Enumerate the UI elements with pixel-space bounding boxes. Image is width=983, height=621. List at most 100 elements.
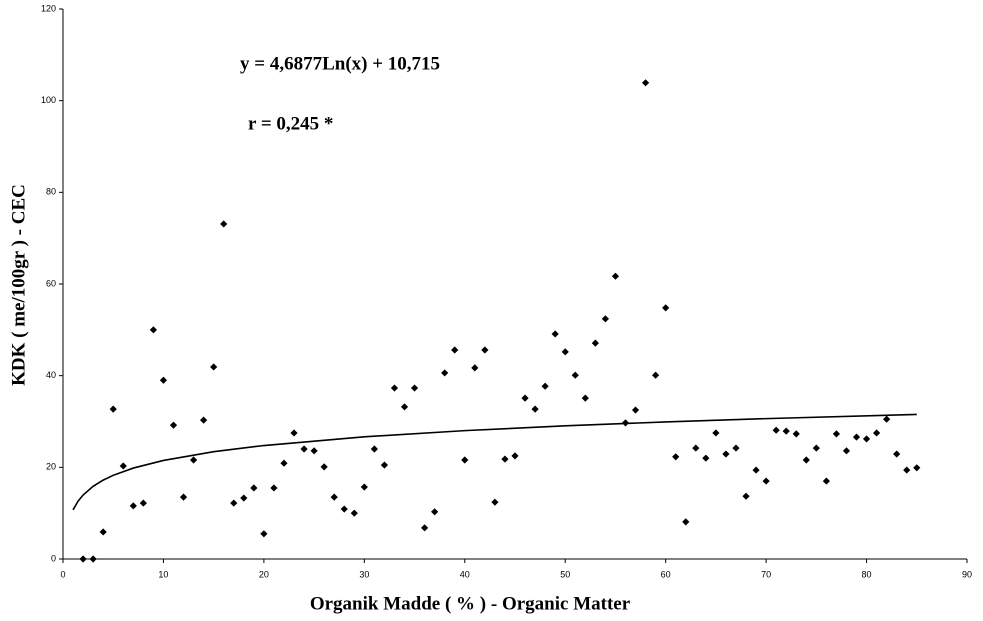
point [220,220,228,228]
point [812,444,820,452]
correlation: r = 0,245 * [248,113,333,134]
point [591,339,599,347]
point [722,450,730,458]
point [169,421,178,429]
point [782,427,790,435]
point [511,452,519,460]
x-tick-label: 50 [560,569,570,579]
point [491,498,499,506]
point [129,502,137,510]
x-tick-label: 0 [60,569,65,579]
point [320,463,328,471]
point [280,459,288,467]
point [340,505,348,513]
point [370,445,378,453]
point [300,445,308,453]
point [189,456,198,464]
point [431,508,439,516]
point [350,509,358,517]
point [421,524,429,532]
point [621,419,630,427]
point [852,433,861,441]
point [541,382,549,390]
point [873,429,881,437]
point [400,403,409,411]
point [742,492,750,500]
y-tick-label: 20 [46,462,56,472]
point [310,447,318,455]
point [762,477,770,485]
x-tick-label: 80 [862,569,872,579]
x-tick-label: 10 [158,569,168,579]
y-tick-label: 80 [46,187,56,197]
point [531,405,539,413]
trend-line [72,413,917,511]
point [230,499,238,507]
point [702,454,710,462]
point [501,455,509,463]
point [210,363,218,371]
point [179,493,188,501]
point [380,461,389,469]
point [290,429,298,437]
point [99,528,107,536]
point [471,364,479,372]
point [662,304,670,312]
point [802,456,810,464]
x-tick-label: 90 [962,569,972,579]
point [521,394,529,402]
point [390,384,399,392]
point [481,346,489,354]
point [330,493,338,501]
point [893,450,901,458]
x-tick-label: 20 [259,569,269,579]
x-tick-label: 30 [359,569,369,579]
point [862,435,871,443]
point [913,464,921,472]
point [109,405,117,413]
y-axis-label: KDK ( me/100gr ) - CEC [8,184,29,386]
point [692,444,700,452]
y-tick-label: 100 [41,95,56,105]
point [119,462,127,470]
point [149,326,157,334]
point [159,376,168,384]
point [883,415,891,423]
x-axis-label: Organik Madde ( % ) - Organic Matter [310,593,631,614]
point [601,315,609,323]
point [822,477,830,485]
point [772,426,780,434]
point [712,429,720,437]
point [732,444,740,452]
point [581,394,589,402]
point [611,272,620,280]
x-tick-label: 40 [460,569,470,579]
point [652,371,660,379]
point [250,484,258,492]
point [441,369,449,377]
point [752,466,760,474]
point [842,447,851,455]
point [410,384,419,392]
point [672,453,680,461]
point [792,430,800,438]
point [240,494,248,502]
point [631,406,640,414]
x-tick-label: 70 [761,569,771,579]
point [200,416,208,424]
point [79,555,87,563]
point [89,555,97,563]
point [571,371,579,379]
point [903,466,911,474]
point [451,346,459,354]
point [260,530,268,538]
point [682,518,690,526]
y-tick-label: 60 [46,278,56,288]
x-tick-label: 60 [661,569,671,579]
point [641,79,650,87]
point [270,484,278,492]
y-tick-label: 120 [41,3,56,13]
point [461,456,469,464]
equation: y = 4,6877Ln(x) + 10,715 [240,53,440,74]
